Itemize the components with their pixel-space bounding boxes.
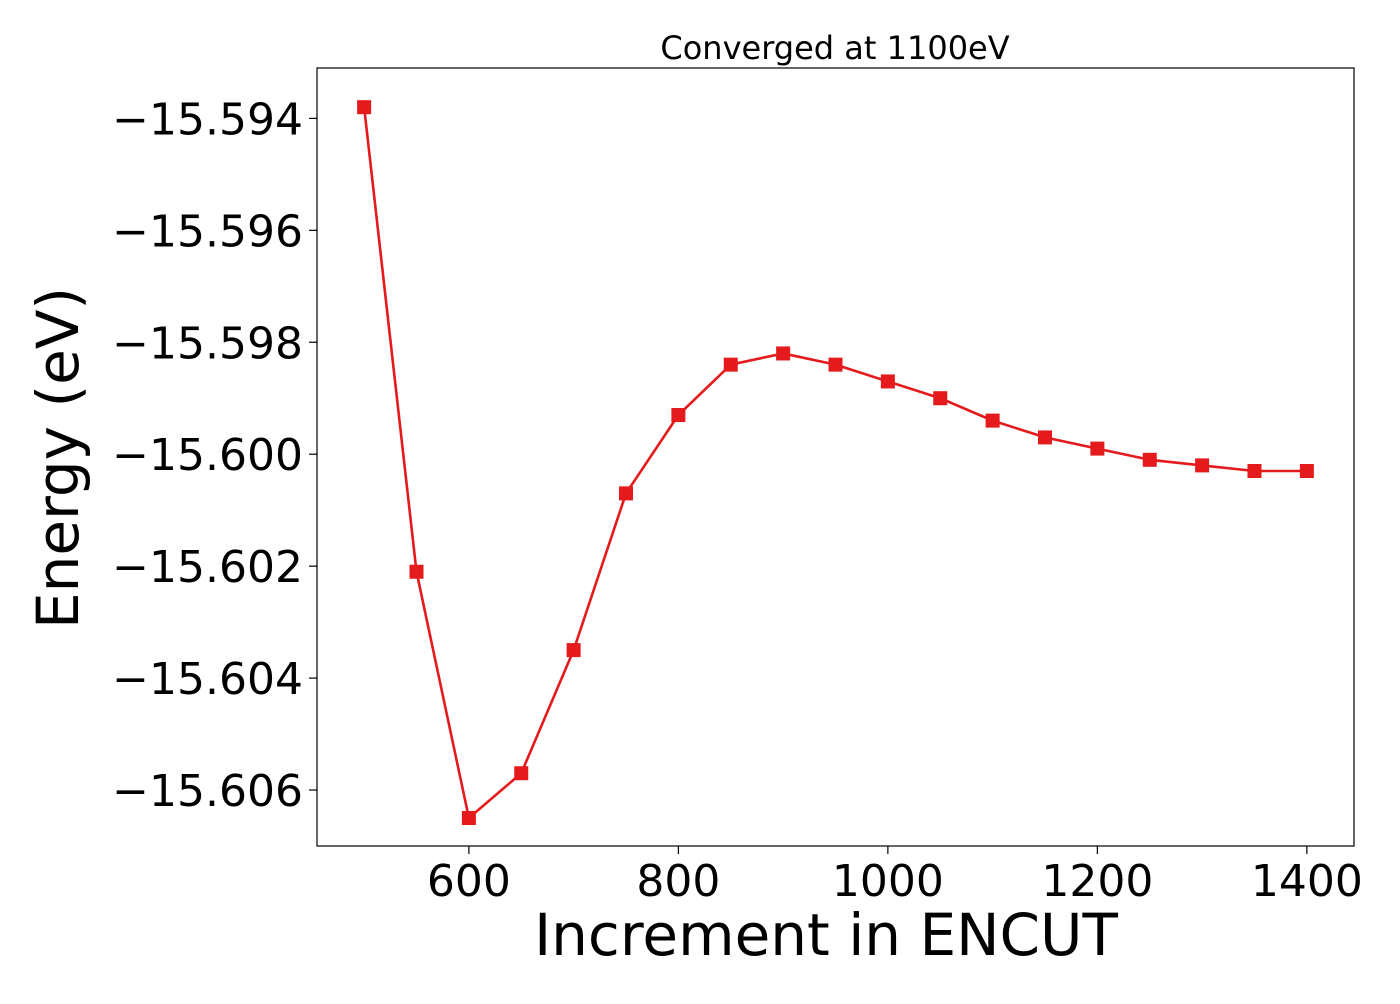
x-tick-label: 600 bbox=[427, 856, 511, 907]
series-layer bbox=[357, 100, 1314, 826]
data-point-marker bbox=[723, 357, 738, 372]
data-point-marker bbox=[566, 643, 581, 658]
data-point-marker bbox=[1299, 463, 1314, 478]
x-axis-label: Increment in ENCUT bbox=[534, 901, 1118, 969]
y-tick-label: −15.600 bbox=[112, 430, 303, 481]
y-tick-label: −15.598 bbox=[112, 318, 303, 369]
data-point-marker bbox=[1090, 441, 1105, 456]
data-point-marker bbox=[985, 413, 1000, 428]
x-tick-label: 1200 bbox=[1041, 856, 1153, 907]
y-tick-label: −15.602 bbox=[112, 542, 303, 593]
data-point-marker bbox=[1037, 430, 1052, 445]
y-tick-label: −15.604 bbox=[112, 654, 303, 705]
data-point-marker bbox=[1142, 452, 1157, 467]
data-point-marker bbox=[1195, 458, 1210, 473]
chart-title: Converged at 1100eV bbox=[660, 29, 1009, 67]
y-axis-label: Energy (eV) bbox=[24, 287, 92, 629]
data-point-marker bbox=[828, 357, 843, 372]
data-point-marker bbox=[619, 486, 634, 501]
data-point-marker bbox=[461, 811, 476, 826]
data-point-marker bbox=[514, 766, 529, 781]
data-point-marker bbox=[1247, 463, 1262, 478]
y-axis: −15.594 −15.596 −15.598 −15.600 −15.602 −15.6… bbox=[112, 94, 317, 817]
y-tick-label: −15.606 bbox=[112, 766, 303, 817]
plot-area bbox=[316, 67, 1355, 847]
x-tick-label: 1400 bbox=[1251, 856, 1363, 907]
y-tick-label: −15.594 bbox=[112, 94, 303, 145]
data-point-marker bbox=[880, 374, 895, 389]
x-axis: 600 800 1000 1200 1400 bbox=[427, 846, 1363, 907]
data-point-marker bbox=[933, 391, 948, 406]
y-tick-label: −15.596 bbox=[112, 206, 303, 257]
data-point-marker bbox=[671, 408, 686, 423]
x-tick-label: 800 bbox=[636, 856, 720, 907]
data-point-marker bbox=[409, 564, 424, 579]
data-point-marker bbox=[776, 346, 791, 361]
x-tick-label: 1000 bbox=[832, 856, 944, 907]
data-point-marker bbox=[357, 100, 372, 115]
